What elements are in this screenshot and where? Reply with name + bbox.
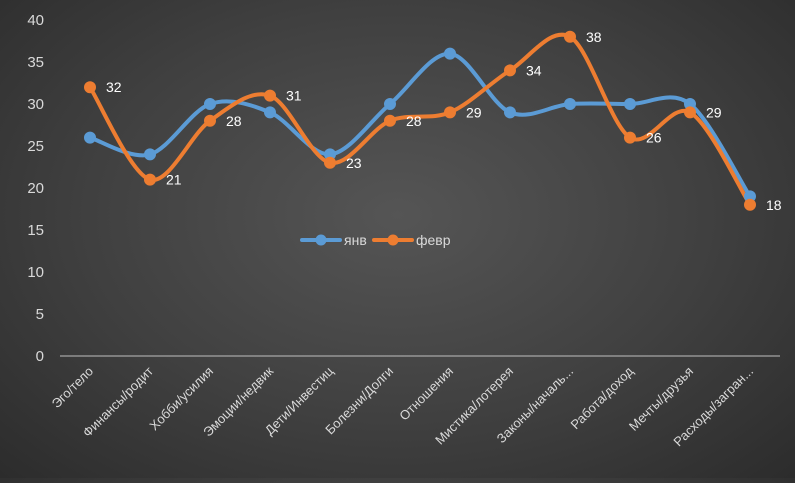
- data-point: [564, 30, 576, 43]
- y-tick-label: 10: [27, 264, 44, 281]
- x-tick-label: Эго/тело: [49, 364, 97, 412]
- data-point: [684, 106, 696, 119]
- data-point: [84, 81, 96, 94]
- data-point: [444, 106, 456, 119]
- y-tick-label: 40: [27, 12, 44, 29]
- data-labels: 32 21 28 31 23 28 29 34 38 26 29 18: [106, 29, 782, 213]
- data-point: [384, 98, 396, 110]
- data-point: [324, 156, 336, 169]
- data-point: [504, 106, 516, 119]
- y-tick-label: 15: [27, 222, 44, 239]
- y-tick-label: 35: [27, 54, 44, 71]
- data-label: 23: [346, 155, 362, 171]
- legend-label: февр: [416, 232, 451, 248]
- data-point: [624, 131, 636, 144]
- data-point: [264, 89, 276, 102]
- data-point: [204, 98, 216, 110]
- data-point: [564, 98, 576, 110]
- y-tick-label: 25: [27, 138, 44, 155]
- y-tick-label: 20: [27, 180, 44, 197]
- data-point: [744, 198, 756, 211]
- y-tick-label: 30: [27, 96, 44, 113]
- data-label: 21: [166, 172, 182, 188]
- data-label: 28: [406, 113, 422, 129]
- legend: янв февр: [300, 232, 451, 248]
- data-label: 18: [766, 197, 782, 213]
- legend-marker-swatch: [387, 234, 399, 246]
- data-point: [444, 47, 456, 60]
- data-point: [144, 148, 156, 161]
- data-point: [144, 173, 156, 186]
- series-lines: [88, 32, 752, 207]
- data-point: [264, 106, 276, 119]
- series-line-1: [88, 51, 752, 199]
- y-tick-label: 0: [36, 348, 44, 365]
- series-line-2: [88, 32, 752, 207]
- data-label: 29: [466, 104, 482, 120]
- series-markers: [84, 30, 756, 211]
- data-label: 34: [526, 62, 542, 78]
- x-tick-label: Отношения: [396, 364, 456, 424]
- data-label: 38: [586, 29, 602, 45]
- data-label: 26: [646, 130, 662, 146]
- data-point: [384, 114, 396, 127]
- data-point: [84, 131, 96, 144]
- x-axis-labels: Эго/телоФинансы/родитХобби/усилияЭмоции/…: [49, 363, 757, 449]
- data-point: [204, 114, 216, 127]
- legend-marker-swatch: [315, 234, 327, 246]
- y-tick-label: 5: [36, 306, 44, 323]
- y-axis-labels: 0 5 10 15 20 25 30 35 40: [27, 12, 44, 365]
- data-point: [504, 64, 516, 77]
- data-label: 29: [706, 104, 722, 120]
- data-label: 32: [106, 79, 122, 95]
- data-label: 28: [226, 113, 242, 129]
- data-label: 31: [286, 88, 302, 104]
- legend-label: янв: [344, 232, 367, 248]
- data-point: [624, 98, 636, 110]
